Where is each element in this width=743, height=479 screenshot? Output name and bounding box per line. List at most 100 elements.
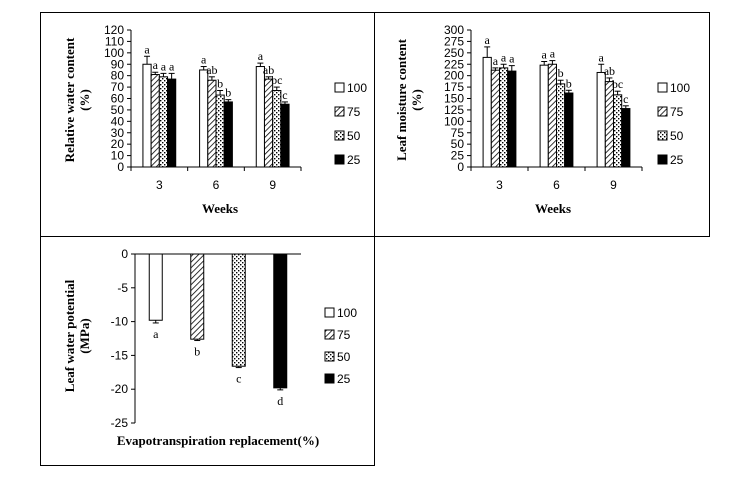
significance-letter: a bbox=[550, 47, 556, 61]
bar-100 bbox=[148, 253, 163, 321]
bar-25-3 bbox=[507, 70, 517, 168]
bar-100-3 bbox=[482, 56, 492, 168]
y-tick-label: 120 bbox=[104, 23, 124, 37]
y-tick-label: 125 bbox=[444, 103, 464, 117]
legend-swatch-50 bbox=[334, 130, 345, 141]
bar-25-3 bbox=[167, 78, 177, 168]
bar-25-6 bbox=[223, 101, 233, 168]
bar-100-3 bbox=[142, 63, 152, 168]
y-tick-label: 200 bbox=[444, 69, 464, 83]
bar-50-6 bbox=[215, 94, 225, 168]
y-axis-label-line1: Leaf water potential bbox=[62, 279, 77, 392]
legend-label-25: 25 bbox=[347, 153, 361, 167]
y-tick-label: -5 bbox=[117, 281, 128, 295]
legend-label-100: 100 bbox=[337, 306, 357, 320]
legend-swatch-50 bbox=[657, 130, 668, 141]
significance-letter: a bbox=[169, 59, 175, 73]
bar-100-6 bbox=[199, 69, 209, 168]
x-axis-label: Weeks bbox=[202, 201, 238, 216]
significance-letter: a bbox=[153, 58, 159, 72]
y-axis-label-line1: Relative water content bbox=[62, 37, 77, 162]
legend: 100 75 50 25 bbox=[334, 81, 367, 167]
y-tick-label: 150 bbox=[444, 92, 464, 106]
significance-letter: a bbox=[509, 52, 515, 66]
y-tick-label: -15 bbox=[111, 348, 129, 362]
panel-frame-leaf-moisture bbox=[374, 12, 710, 237]
significance-letter: a bbox=[485, 33, 491, 47]
y-tick-label: 300 bbox=[444, 23, 464, 37]
legend-swatch-25 bbox=[334, 154, 345, 165]
y-tick-label: 20 bbox=[111, 137, 125, 151]
x-axis-label: Weeks bbox=[535, 201, 571, 216]
legend-label-50: 50 bbox=[347, 129, 361, 143]
bar-50-9 bbox=[272, 90, 282, 168]
significance-letter: b bbox=[566, 76, 572, 90]
significance-letter: a bbox=[542, 48, 548, 62]
y-axis-label-line2: (%) bbox=[77, 89, 92, 111]
legend-swatch-25 bbox=[657, 154, 668, 165]
legend: 100 75 50 25 bbox=[657, 81, 690, 167]
legend-label-75: 75 bbox=[337, 328, 351, 342]
legend-swatch-100 bbox=[324, 307, 335, 318]
y-tick-label: 100 bbox=[444, 114, 464, 128]
bar-50-9 bbox=[613, 94, 623, 168]
significance-letter: bc bbox=[271, 73, 282, 87]
legend: 100 75 50 25 bbox=[324, 306, 357, 386]
y-axis-ticks: 0 -5 -10 -15 -20 -25 bbox=[111, 247, 135, 430]
bar-25-9 bbox=[280, 103, 290, 168]
significance-letter: a bbox=[144, 42, 150, 56]
bar-75 bbox=[190, 253, 205, 340]
legend-label-100: 100 bbox=[670, 81, 690, 95]
bar-50-3 bbox=[158, 76, 169, 168]
bars: a b c d bbox=[148, 253, 288, 408]
significance-letter: c bbox=[282, 88, 287, 102]
y-tick-label: 80 bbox=[111, 69, 125, 83]
bar-100-9 bbox=[596, 71, 606, 168]
y-tick-label: 50 bbox=[451, 137, 465, 151]
legend-swatch-50 bbox=[324, 351, 335, 362]
bar-25-6 bbox=[564, 92, 574, 168]
chart-leaf-water-potential: 0 -5 -10 -15 -20 -25 a b c d Evapotranspiration … bbox=[62, 247, 357, 448]
y-tick-label: 0 bbox=[117, 160, 124, 174]
y-tick-label: 110 bbox=[105, 34, 124, 48]
y-axis-label-line1: Leaf moisture content bbox=[394, 38, 409, 160]
x-tick-label: 9 bbox=[610, 178, 617, 192]
y-tick-label: 175 bbox=[444, 80, 464, 94]
significance-letter: ab bbox=[206, 63, 217, 77]
bar-75-3 bbox=[150, 74, 160, 168]
significance-letter: c bbox=[623, 92, 628, 106]
axes bbox=[134, 253, 301, 423]
bar-50-3 bbox=[499, 67, 509, 168]
bar-75-9 bbox=[263, 78, 274, 168]
bar-25-9 bbox=[621, 108, 631, 168]
bar-75-6 bbox=[547, 63, 557, 168]
legend-swatch-100 bbox=[657, 82, 668, 93]
axes: 3 6 9 bbox=[130, 30, 302, 192]
y-tick-label: 250 bbox=[444, 46, 464, 60]
bar-75-9 bbox=[604, 81, 614, 168]
legend-swatch-100 bbox=[334, 82, 345, 93]
y-axis-label-line2: (%) bbox=[409, 89, 424, 111]
significance-letter: a bbox=[258, 49, 264, 63]
legend-label-75: 75 bbox=[347, 105, 361, 119]
bar-50-6 bbox=[556, 83, 566, 168]
bar-75-3 bbox=[490, 69, 500, 168]
y-tick-label: 0 bbox=[457, 160, 464, 174]
y-tick-label: 90 bbox=[111, 57, 125, 71]
legend-swatch-25 bbox=[324, 373, 335, 384]
legend-label-100: 100 bbox=[347, 81, 367, 95]
x-tick-label: 3 bbox=[496, 178, 503, 192]
significance-letter: a bbox=[153, 327, 159, 341]
significance-letter: a bbox=[201, 53, 207, 67]
significance-letter: ab bbox=[263, 63, 274, 77]
significance-letter: a bbox=[599, 50, 605, 64]
y-axis-label-line2: (MPa) bbox=[77, 318, 92, 353]
x-tick-label: 6 bbox=[213, 178, 220, 192]
y-tick-label: 100 bbox=[104, 46, 124, 60]
legend-label-75: 75 bbox=[670, 105, 684, 119]
y-tick-label: 75 bbox=[451, 126, 465, 140]
bar-50 bbox=[231, 253, 246, 367]
